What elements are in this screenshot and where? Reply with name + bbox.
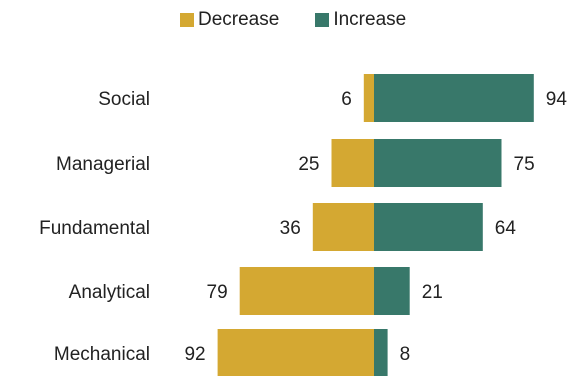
category-label-managerial: Managerial bbox=[56, 154, 150, 175]
bar-decrease-managerial bbox=[331, 139, 374, 187]
bar-increase-social bbox=[374, 74, 534, 122]
legend-label-decrease: Decrease bbox=[198, 9, 280, 30]
bar-decrease-fundamental bbox=[312, 203, 374, 251]
value-label-increase-managerial: 75 bbox=[514, 154, 535, 175]
value-label-decrease-mechanical: 92 bbox=[184, 344, 205, 365]
category-label-social: Social bbox=[98, 89, 150, 110]
value-label-increase-mechanical: 8 bbox=[400, 344, 411, 365]
category-label-mechanical: Mechanical bbox=[54, 344, 150, 365]
category-label-fundamental: Fundamental bbox=[39, 218, 150, 239]
bar-increase-mechanical bbox=[374, 329, 388, 376]
bar-increase-fundamental bbox=[374, 203, 483, 251]
value-label-decrease-analytical: 79 bbox=[207, 282, 228, 303]
legend: Decrease Increase bbox=[180, 8, 442, 32]
bar-increase-managerial bbox=[374, 139, 502, 187]
legend-item-decrease: Decrease bbox=[180, 9, 279, 31]
legend-swatch-decrease bbox=[180, 13, 194, 27]
legend-label-increase: Increase bbox=[333, 9, 407, 30]
value-label-decrease-fundamental: 36 bbox=[280, 218, 301, 239]
category-label-analytical: Analytical bbox=[69, 282, 150, 303]
bar-decrease-social bbox=[363, 74, 374, 122]
value-label-decrease-managerial: 25 bbox=[298, 154, 319, 175]
value-label-increase-fundamental: 64 bbox=[495, 218, 517, 239]
legend-swatch-increase bbox=[315, 13, 330, 27]
value-label-increase-analytical: 21 bbox=[422, 282, 443, 303]
bar-increase-analytical bbox=[374, 267, 410, 315]
bar-decrease-analytical bbox=[239, 267, 374, 315]
legend-item-increase: Increase bbox=[315, 9, 406, 31]
value-label-decrease-social: 6 bbox=[341, 89, 352, 110]
value-label-increase-social: 94 bbox=[546, 89, 568, 110]
bar-decrease-mechanical bbox=[217, 329, 374, 376]
